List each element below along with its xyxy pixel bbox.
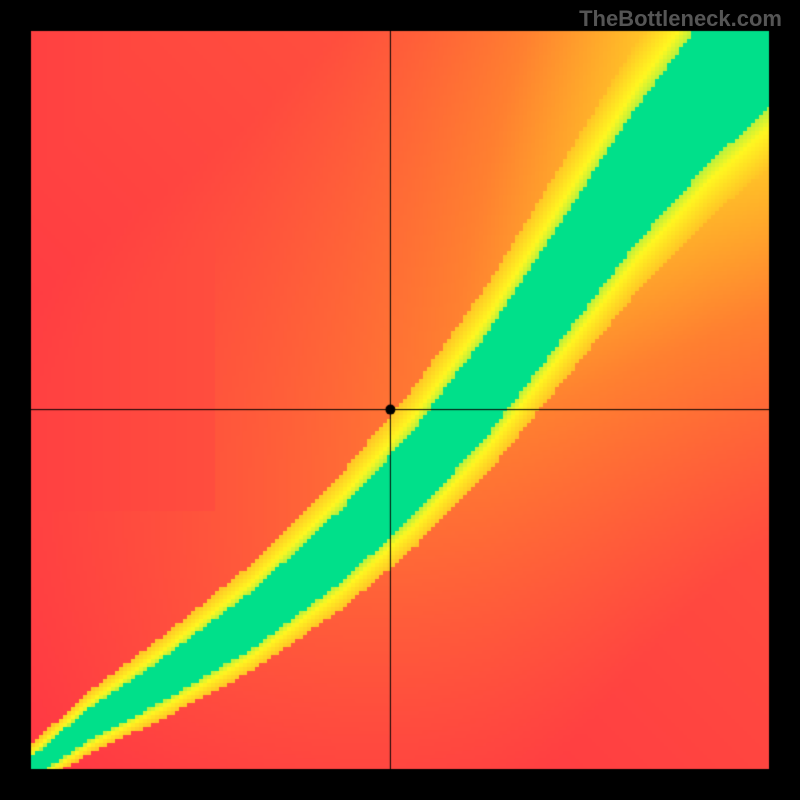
watermark-text: TheBottleneck.com	[579, 6, 782, 32]
chart-container: TheBottleneck.com	[0, 0, 800, 800]
heatmap-canvas	[0, 0, 800, 800]
